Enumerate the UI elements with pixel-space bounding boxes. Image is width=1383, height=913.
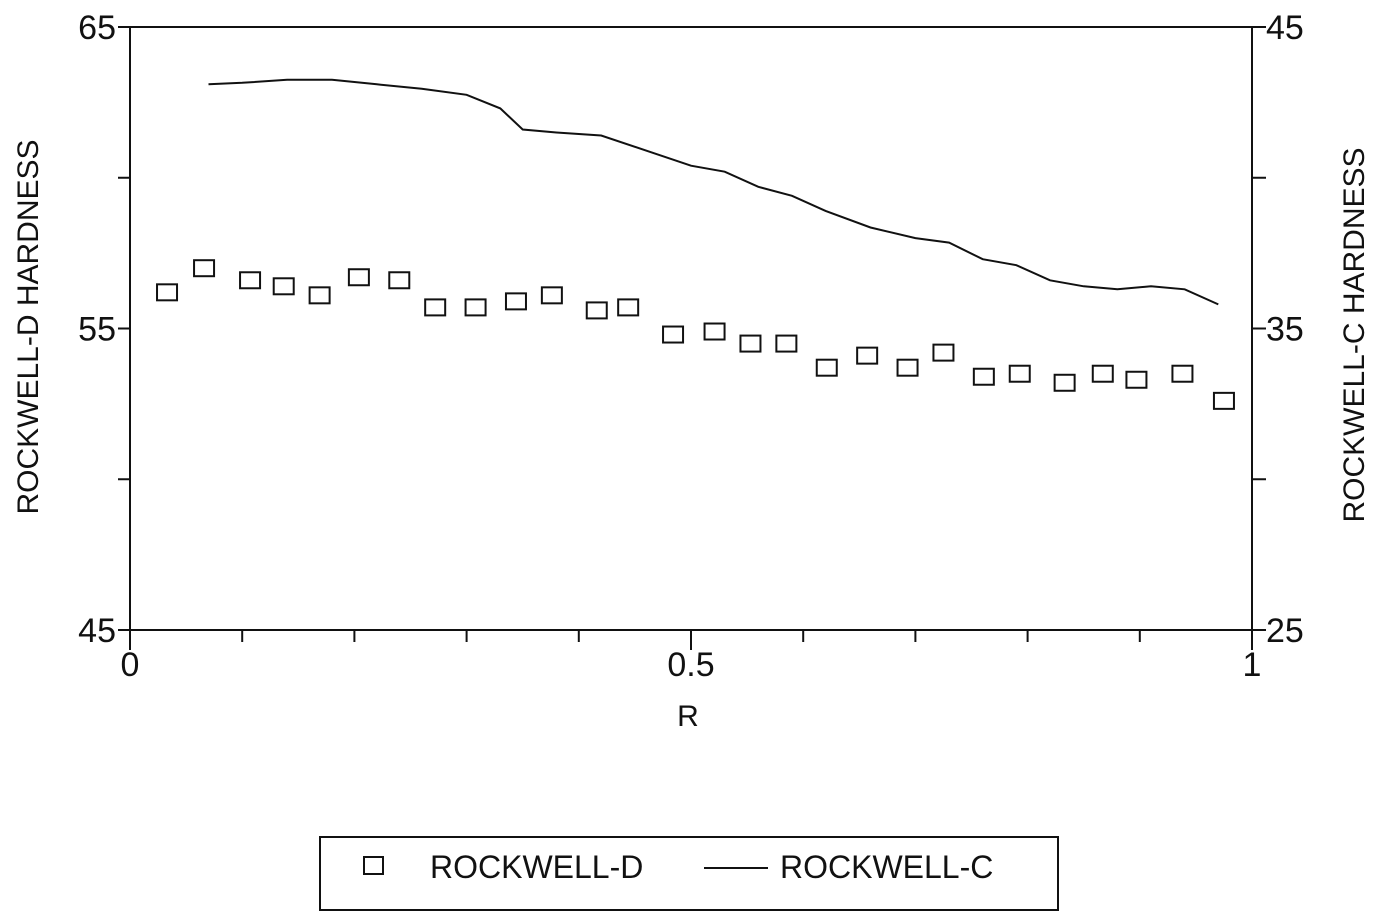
right-axis-title: ROCKWELL-C HARDNESS (1338, 147, 1371, 522)
rockwell-d-point (585, 301, 608, 320)
rockwell-d-point (1008, 364, 1031, 383)
legend-label-rockwell-d: ROCKWELL-D (430, 849, 643, 885)
x-axis-ticks: 0 0.5 1 (121, 630, 1262, 684)
right-tick-label: 45 (1266, 9, 1304, 47)
rockwell-d-point (703, 322, 726, 341)
left-axis-ticks: 45 55 65 (78, 9, 130, 650)
left-tick-label: 55 (78, 311, 116, 349)
rockwell-d-point (932, 343, 955, 362)
x-tick-label: 0 (121, 646, 140, 684)
rockwell-d-point (464, 298, 487, 317)
x-tick-label: 1 (1243, 646, 1262, 684)
right-axis-ticks: 25 35 45 (1252, 9, 1304, 650)
rockwell-d-point (424, 298, 447, 317)
rockwell-d-point (347, 268, 370, 287)
rockwell-d-point (856, 346, 879, 365)
left-tick-label: 65 (78, 9, 116, 47)
left-tick-label: 45 (78, 612, 116, 650)
legend-label-rockwell-c: ROCKWELL-C (780, 849, 993, 885)
rockwell-d-point (272, 277, 295, 296)
rockwell-d-point (193, 259, 216, 278)
left-axis-title: ROCKWELL-D HARDNESS (12, 139, 45, 514)
plot-border (129, 26, 1253, 631)
legend-box (319, 836, 1059, 911)
right-tick-label: 25 (1266, 612, 1304, 650)
rockwell-d-point (308, 286, 331, 305)
rockwell-d-point (1125, 370, 1148, 389)
x-axis-title: R (677, 700, 699, 733)
rockwell-d-point (540, 286, 563, 305)
rockwell-d-point (1053, 373, 1076, 392)
rockwell-d-series (156, 259, 1235, 410)
rockwell-c-series (208, 78, 1219, 306)
right-tick-label: 35 (1266, 311, 1304, 349)
rockwell-d-point (1171, 364, 1194, 383)
rockwell-d-point (504, 292, 527, 311)
rockwell-d-point (1212, 391, 1235, 410)
legend: ROCKWELL-D ROCKWELL-C (319, 836, 1059, 911)
rockwell-d-point (662, 325, 685, 344)
rockwell-d-point (972, 367, 995, 386)
plot-frame (129, 26, 1253, 631)
rockwell-d-point (1091, 364, 1114, 383)
x-tick-label: 0.5 (667, 646, 714, 684)
legend-square-marker-icon (363, 856, 384, 875)
rockwell-d-point (156, 283, 179, 302)
rockwell-d-point (617, 298, 640, 317)
rockwell-c-line (208, 78, 1219, 306)
rockwell-d-point (739, 334, 762, 353)
rockwell-d-point (896, 358, 919, 377)
rockwell-d-point (815, 358, 838, 377)
rockwell-d-point (239, 271, 262, 290)
rockwell-d-point (388, 271, 411, 290)
rockwell-d-point (775, 334, 798, 353)
